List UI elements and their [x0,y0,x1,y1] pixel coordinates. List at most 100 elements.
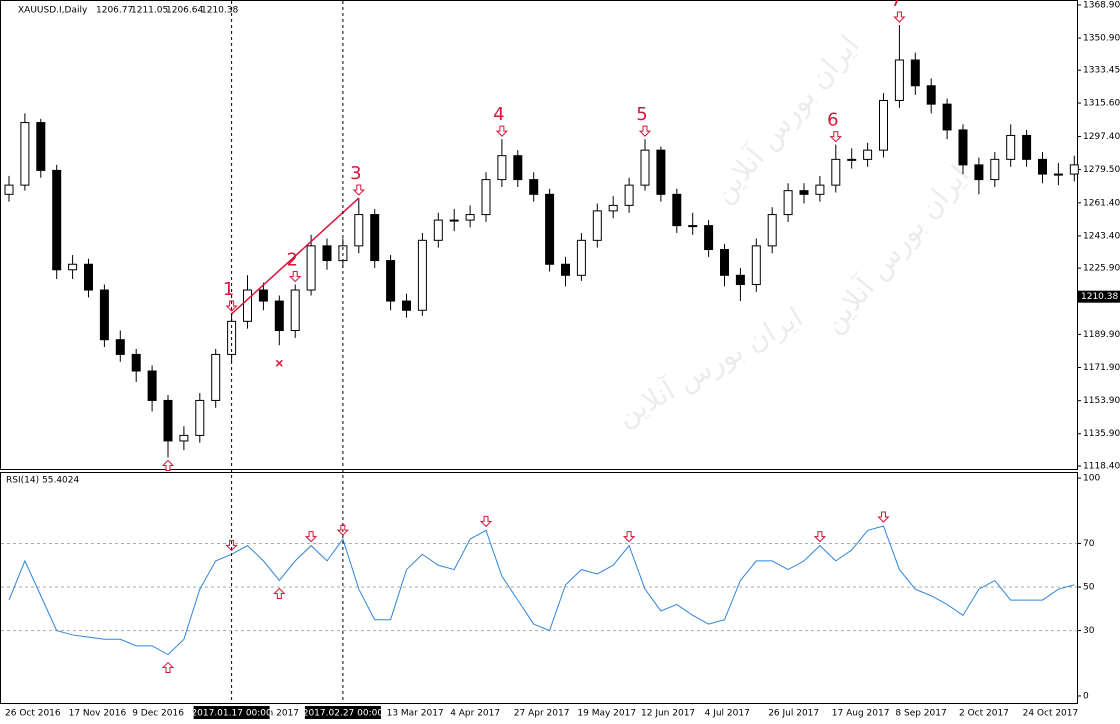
candle-body [481,179,491,216]
y-tick-label: 1297.40 [1083,132,1120,142]
candle-body [990,158,1000,181]
wave-label: 5 [636,104,647,125]
wave-label: 2 [286,250,297,271]
rsi-arrow [304,531,318,543]
rsi-line [8,525,1075,656]
candle-body [863,149,873,160]
candle-body [433,219,443,241]
cross-mark [275,359,283,367]
trendline [231,197,360,315]
y-tick-label: 1225.90 [1083,264,1120,274]
candle-body [815,184,825,195]
candle-body [1022,134,1032,160]
candle-body [386,260,396,302]
candle-body [974,164,984,181]
price-arrow [893,11,906,23]
candle-body [1006,134,1016,160]
x-tick-label: 4 Apr 2017 [450,709,500,719]
candle-body [576,239,586,276]
rsi-arrow [161,661,175,674]
wave-label: 3 [350,163,361,184]
price-arrow [352,184,366,196]
x-tick-label: 17 Nov 2016 [69,709,127,719]
vertical-line-label-box [193,706,270,719]
y-tick-label: 1171.90 [1083,363,1120,373]
candle-body [36,122,46,171]
rsi-arrow [479,515,493,528]
candle-body [545,193,555,265]
price-label: 1210.38 [1081,292,1118,302]
candle-body [1053,173,1063,176]
x-tick-label: 13 Mar 2017 [387,709,444,719]
candle-body [704,225,714,251]
ohlc-value: 1206.64 [166,6,203,16]
candle-body [99,289,109,341]
rsi-current: 55.4024 [42,476,79,486]
x-tick-label: 4 Jul 2017 [705,709,750,719]
candle-body [608,204,618,212]
y-tick-label: 1315.60 [1083,99,1120,109]
candle-body [592,210,602,241]
candle-body [1069,164,1079,175]
candle-body [688,225,698,228]
y-tick-label: 0 [1083,691,1089,701]
candle-body [370,214,380,262]
candle-body [465,214,475,221]
candle-body [640,149,650,186]
candle-body [926,85,936,105]
ohlc-value: 1206.77 [96,6,133,16]
rsi-arrow [622,531,636,543]
y-tick-label: 1333.45 [1083,66,1120,76]
candle-body [513,155,523,181]
wave-label: 6 [827,110,838,131]
y-tick-label: 1243.40 [1083,231,1120,241]
candle-body [624,184,634,206]
candle-body [910,59,920,87]
y-tick-label: 1135.90 [1083,429,1120,439]
x-tick-label: 17 Aug 2017 [832,709,890,719]
wave-label: 1 [223,279,234,300]
price-arrow [829,131,843,143]
candle-body [751,245,761,286]
candle-body [879,99,888,151]
y-tick-label: 1350.90 [1083,34,1120,44]
y-tick-label: 70 [1083,539,1095,549]
candle-body [195,399,205,436]
y-tick-label: 50 [1083,583,1095,593]
ohlc-value: 1210.38 [201,6,238,16]
rsi-title: RSI(14) [6,476,39,486]
candle-body [529,179,539,195]
rsi-arrow [273,587,286,599]
candle-body [274,300,284,332]
chart-title: XAUUSD.I,Daily [18,6,88,16]
rsi-arrow [225,539,238,552]
x-tick-label: 26 Oct 2016 [5,709,61,719]
y-tick-label: 1189.90 [1083,330,1120,340]
rsi-arrow [813,531,827,543]
x-tick-label: 9 Dec 2016 [132,709,184,719]
wave-label: 7 [891,0,902,11]
candle-body [783,190,793,216]
candle-body [306,245,316,291]
candle-body [942,103,952,131]
candle-body [799,190,809,195]
y-tick-label: 30 [1083,626,1095,636]
candle-body [958,129,968,166]
x-tick-label: 12 Jun 2017 [641,709,695,719]
x-tick-label: 26 Jul 2017 [768,709,819,719]
candle-body [449,219,459,222]
candle-body [354,214,364,247]
price-arrow [288,271,302,283]
candle-body [163,399,173,442]
y-tick-label: 1261.40 [1083,198,1120,208]
candle-body [20,122,30,186]
vertical-line-label: 2017.02.27 00:00 [303,709,384,719]
candle-body [68,263,78,271]
x-tick-label: 8 Sep 2017 [895,709,946,719]
candle-body [561,263,570,276]
candle-body [84,263,93,291]
price-arrow [161,459,175,471]
candle-body [115,339,125,355]
